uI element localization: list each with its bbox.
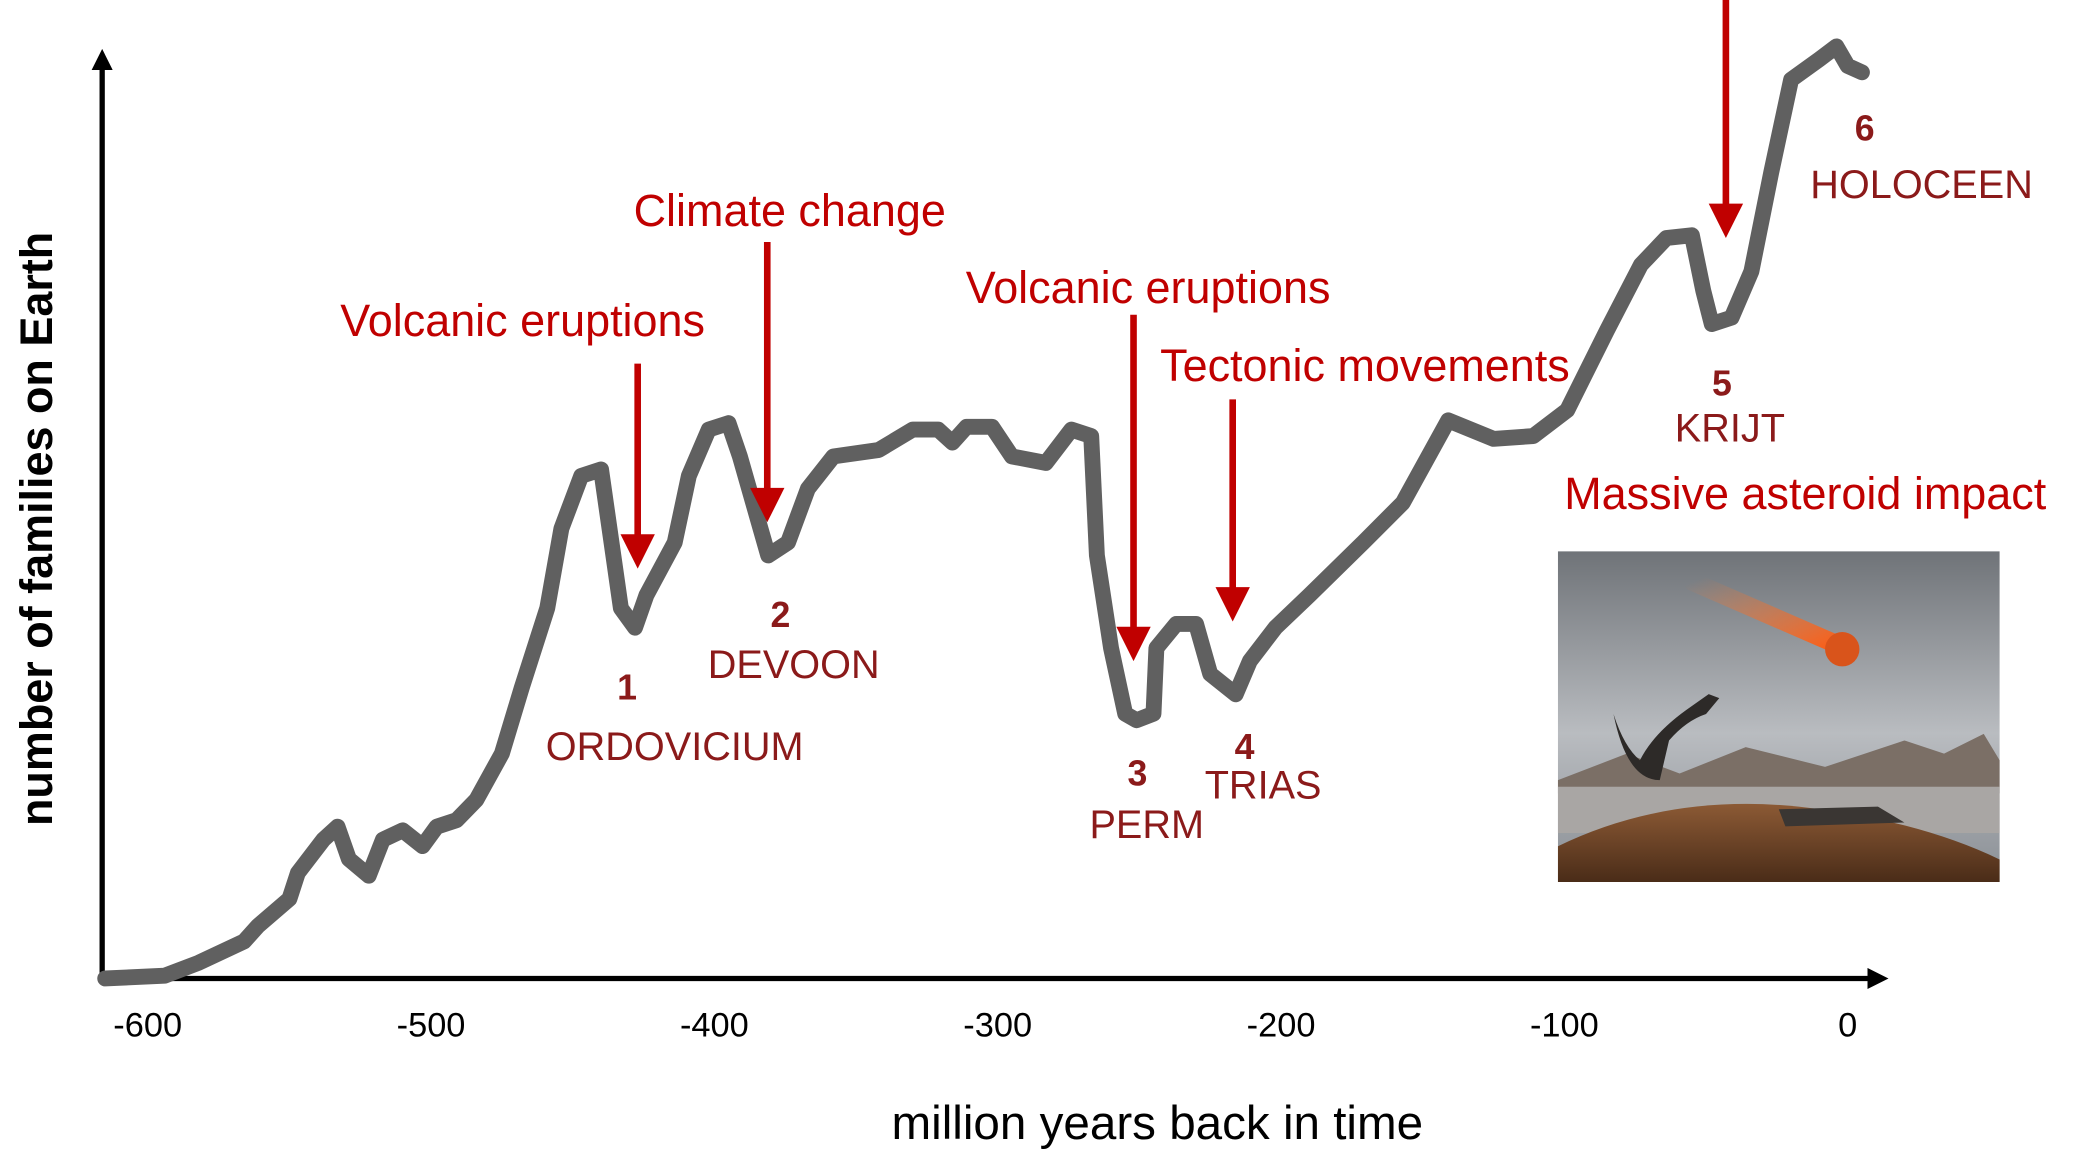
x-tick-label: -100 bbox=[1530, 1006, 1599, 1044]
event-name: TRIAS bbox=[1205, 764, 1322, 808]
event-number: 1 bbox=[617, 668, 637, 708]
event-number: 2 bbox=[771, 595, 791, 635]
event-name: HOLOCEEN bbox=[1810, 163, 2033, 207]
event-name: ORDOVICIUM bbox=[546, 725, 804, 769]
arrow-head bbox=[1708, 203, 1744, 239]
asteroid-picture bbox=[1557, 551, 2000, 882]
event-name: PERM bbox=[1089, 803, 1204, 847]
event-cause: Climate change bbox=[634, 185, 946, 236]
event-name: DEVOON bbox=[708, 643, 880, 687]
x-tick-label: -400 bbox=[680, 1006, 749, 1044]
event-name: KRIJT bbox=[1675, 407, 1785, 451]
event-number: 5 bbox=[1712, 364, 1732, 404]
event-number: 6 bbox=[1855, 108, 1875, 148]
arrow-head bbox=[620, 534, 655, 569]
event-cause: Massive asteroid impact bbox=[1564, 468, 2047, 519]
event-cause: Volcanic eruptions bbox=[340, 295, 705, 346]
x-tick-label: 0 bbox=[1838, 1006, 1857, 1044]
x-tick-label: -500 bbox=[397, 1006, 466, 1044]
data-line bbox=[97, 38, 1870, 987]
event-cause: Volcanic eruptions bbox=[966, 262, 1331, 313]
arrow-head bbox=[1116, 626, 1151, 662]
x-tick-label: -300 bbox=[963, 1006, 1032, 1044]
arrow-head bbox=[1215, 587, 1250, 622]
x-tick-label: -200 bbox=[1247, 1006, 1316, 1044]
y-axis-title: number of families on Earth bbox=[11, 232, 62, 826]
arrow-head bbox=[750, 487, 785, 523]
event-number: 4 bbox=[1235, 727, 1255, 767]
x-axis-title: million years back in time bbox=[891, 1097, 1423, 1150]
x-tick-label: -600 bbox=[113, 1006, 182, 1044]
event-cause: Tectonic movements bbox=[1160, 340, 1570, 391]
event-number: 3 bbox=[1128, 754, 1148, 794]
